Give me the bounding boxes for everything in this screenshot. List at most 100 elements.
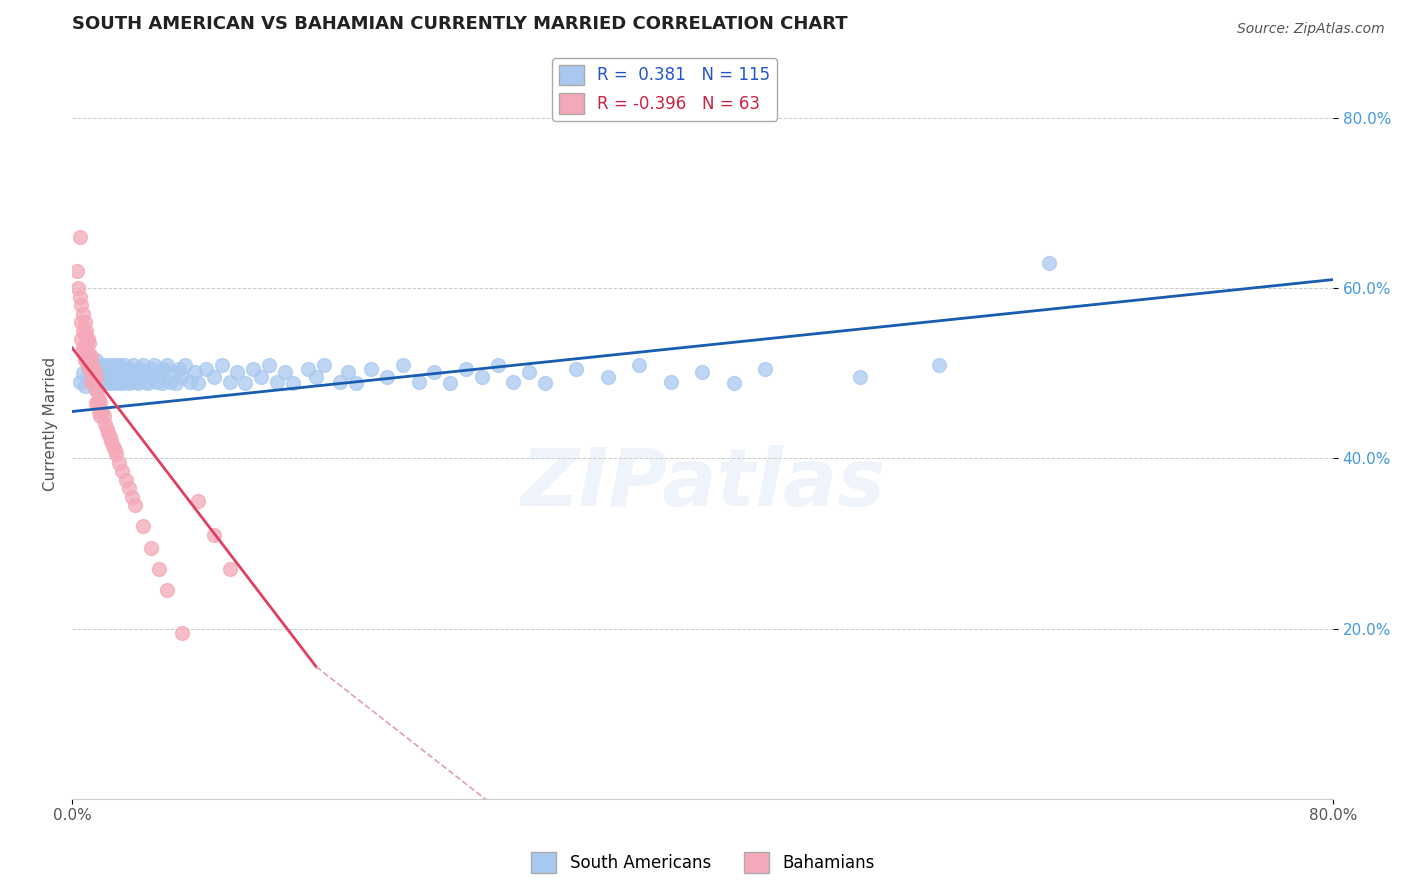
Point <box>73 379 96 393</box>
Point <box>73 341 96 355</box>
Point <box>97 425 120 440</box>
Point <box>96 365 118 379</box>
Point <box>114 473 136 487</box>
Point <box>187 494 209 508</box>
Point <box>72 307 94 321</box>
Point <box>105 447 128 461</box>
Point <box>91 365 114 379</box>
Point <box>211 358 233 372</box>
Point <box>70 332 93 346</box>
Point <box>565 362 588 376</box>
Point <box>235 376 257 391</box>
Point <box>187 376 209 391</box>
Point <box>73 327 96 342</box>
Point <box>114 375 136 389</box>
Point <box>136 376 159 391</box>
Point <box>150 376 173 391</box>
Point <box>112 370 135 384</box>
Point <box>69 375 91 389</box>
Point <box>76 332 98 346</box>
Point <box>121 490 143 504</box>
Point <box>118 481 141 495</box>
Point <box>103 442 125 457</box>
Point <box>96 421 118 435</box>
Point <box>274 365 297 379</box>
Point <box>266 375 288 389</box>
Point <box>517 365 540 379</box>
Point <box>80 370 103 384</box>
Point <box>105 365 128 379</box>
Point <box>89 409 111 423</box>
Point <box>439 376 461 391</box>
Point <box>165 376 187 391</box>
Point <box>408 375 430 389</box>
Point <box>928 358 950 372</box>
Point <box>141 370 163 384</box>
Point <box>162 365 184 379</box>
Point <box>108 375 131 389</box>
Point <box>659 375 682 389</box>
Point <box>127 376 149 391</box>
Point <box>692 365 714 379</box>
Point <box>72 341 94 355</box>
Y-axis label: Currently Married: Currently Married <box>44 357 58 491</box>
Point <box>100 376 122 391</box>
Point <box>96 376 118 391</box>
Point <box>91 376 114 391</box>
Point <box>80 349 103 363</box>
Point <box>72 324 94 338</box>
Point <box>297 362 319 376</box>
Point <box>172 625 194 640</box>
Point <box>80 362 103 376</box>
Point <box>91 404 114 418</box>
Point <box>89 396 111 410</box>
Point <box>202 528 225 542</box>
Point <box>281 376 304 391</box>
Point <box>242 362 264 376</box>
Point <box>139 362 162 376</box>
Point <box>121 370 143 384</box>
Point <box>98 430 121 444</box>
Point <box>100 365 122 379</box>
Point <box>79 336 101 351</box>
Text: SOUTH AMERICAN VS BAHAMIAN CURRENTLY MARRIED CORRELATION CHART: SOUTH AMERICAN VS BAHAMIAN CURRENTLY MAR… <box>72 15 848 33</box>
Point <box>257 358 280 372</box>
Point <box>70 298 93 312</box>
Point <box>723 376 745 391</box>
Point <box>184 365 207 379</box>
Point <box>94 358 117 372</box>
Point <box>124 375 146 389</box>
Point <box>471 370 494 384</box>
Point <box>108 358 131 372</box>
Text: Source: ZipAtlas.com: Source: ZipAtlas.com <box>1237 22 1385 37</box>
Point <box>134 375 156 389</box>
Point <box>98 358 121 372</box>
Point <box>76 362 98 376</box>
Point <box>112 358 135 372</box>
Legend: R =  0.381   N = 115, R = -0.396   N = 63: R = 0.381 N = 115, R = -0.396 N = 63 <box>553 58 778 120</box>
Point <box>76 345 98 359</box>
Point <box>218 562 240 576</box>
Point <box>93 362 115 376</box>
Point <box>110 365 132 379</box>
Point <box>66 264 89 278</box>
Point <box>155 358 177 372</box>
Point <box>250 370 273 384</box>
Point <box>454 362 477 376</box>
Point <box>82 358 104 372</box>
Point <box>73 315 96 329</box>
Point <box>73 353 96 368</box>
Point <box>84 373 107 387</box>
Point <box>375 370 398 384</box>
Point <box>100 434 122 449</box>
Point <box>132 519 155 533</box>
Text: ZIPatlas: ZIPatlas <box>520 445 884 524</box>
Point <box>155 583 177 598</box>
Point <box>101 439 124 453</box>
Point <box>94 417 117 432</box>
Point <box>89 375 111 389</box>
Point <box>69 290 91 304</box>
Point <box>122 358 145 372</box>
Point <box>392 358 415 372</box>
Point <box>172 370 194 384</box>
